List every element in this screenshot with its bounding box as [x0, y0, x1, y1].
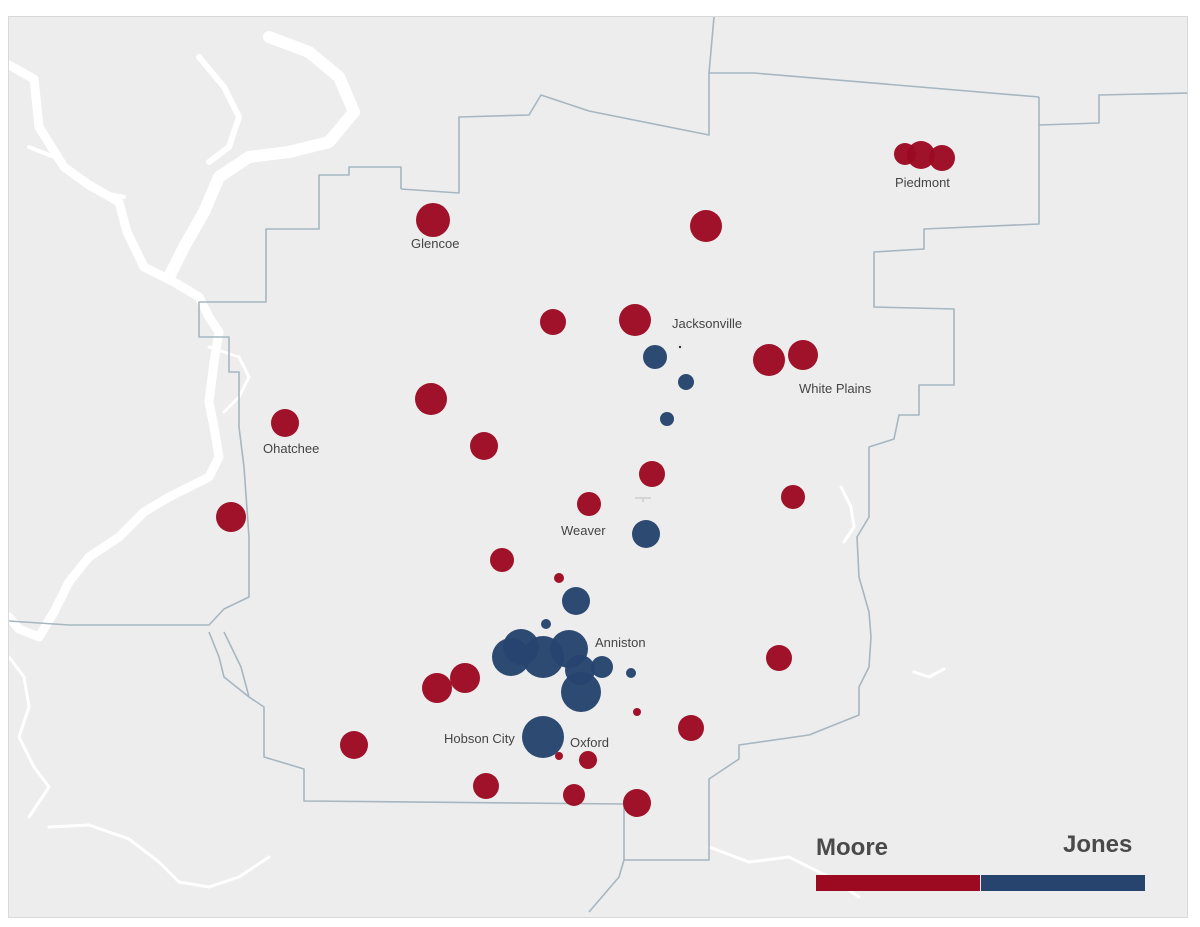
- moore-result-circle-28[interactable]: [623, 789, 651, 817]
- moore-result-circle-10[interactable]: [271, 409, 299, 437]
- legend-bar-jones: [981, 875, 1145, 891]
- county-border-ne: [1038, 92, 1187, 126]
- city-label-jacksonville: Jacksonville: [672, 316, 743, 331]
- moore-result-circle-22[interactable]: [678, 715, 704, 741]
- moore-result-circle-18[interactable]: [766, 645, 792, 671]
- moore-result-circle-19[interactable]: [450, 663, 480, 693]
- jones-result-circle-33[interactable]: [562, 587, 590, 615]
- city-label-anniston: Anniston: [595, 635, 646, 650]
- county-border-north: [708, 17, 715, 74]
- boundaries: [9, 17, 1187, 913]
- county-map[interactable]: [9, 17, 1188, 918]
- moore-result-circle-8[interactable]: [788, 340, 818, 370]
- moore-result-circle-21[interactable]: [633, 708, 641, 716]
- moore-result-circle-4[interactable]: [690, 210, 722, 242]
- lake-north-arm: [196, 54, 242, 165]
- lake-north: [163, 31, 360, 283]
- moore-result-circle-1[interactable]: [907, 141, 935, 169]
- map-marker-tick: [635, 497, 651, 502]
- moore-result-circle-3[interactable]: [416, 203, 450, 237]
- moore-result-circle-2[interactable]: [929, 145, 955, 171]
- results-layer: [216, 141, 955, 817]
- moore-result-circle-27[interactable]: [563, 784, 585, 806]
- legend-label-jones: Jones: [1063, 831, 1133, 858]
- city-label-glencoe: Glencoe: [411, 236, 460, 251]
- moore-result-circle-16[interactable]: [490, 548, 514, 572]
- jones-result-circle-40[interactable]: [591, 656, 613, 678]
- moore-result-circle-14[interactable]: [781, 485, 805, 509]
- moore-result-circle-7[interactable]: [753, 344, 785, 376]
- creek-east-2: [912, 667, 946, 679]
- jones-result-circle-30[interactable]: [678, 374, 694, 390]
- moore-result-circle-23[interactable]: [340, 731, 368, 759]
- creek-northwest: [27, 145, 126, 199]
- moore-result-circle-9[interactable]: [415, 383, 447, 415]
- point-marker: [678, 345, 682, 349]
- moore-result-circle-6[interactable]: [619, 304, 651, 336]
- county-border-south: [588, 859, 625, 913]
- legend-bar-moore: [816, 875, 980, 891]
- city-label-weaver: Weaver: [561, 523, 606, 538]
- jones-result-circle-43[interactable]: [522, 716, 564, 758]
- moore-result-circle-17[interactable]: [554, 573, 564, 583]
- water-features: [9, 31, 946, 899]
- county-border-west: [9, 620, 70, 626]
- moore-result-circle-11[interactable]: [470, 432, 498, 460]
- creek-south: [47, 823, 271, 889]
- creek-southwest: [9, 655, 51, 819]
- moore-result-circle-5[interactable]: [540, 309, 566, 335]
- moore-result-circle-15[interactable]: [216, 502, 246, 532]
- jones-result-circle-32[interactable]: [632, 520, 660, 548]
- moore-result-circle-24[interactable]: [555, 752, 563, 760]
- city-label-oxford: Oxford: [570, 735, 610, 750]
- city-label-piedmont: Piedmont: [895, 175, 950, 190]
- jones-result-circle-34[interactable]: [541, 619, 551, 629]
- moore-result-circle-25[interactable]: [579, 751, 597, 769]
- moore-result-circle-12[interactable]: [639, 461, 665, 487]
- city-label-hobson-city: Hobson City: [444, 731, 515, 746]
- city-label-ohatchee: Ohatchee: [263, 441, 320, 456]
- county-border-sw: [208, 631, 250, 698]
- map-canvas[interactable]: Piedmont Glencoe Jacksonville White Plai…: [8, 16, 1188, 918]
- jones-result-circle-31[interactable]: [660, 412, 674, 426]
- city-label-white-plains: White Plains: [799, 381, 872, 396]
- county-border: [69, 72, 1040, 861]
- jones-result-circle-42[interactable]: [561, 672, 601, 712]
- legend-label-moore: Moore: [816, 834, 888, 861]
- jones-result-circle-29[interactable]: [643, 345, 667, 369]
- moore-result-circle-26[interactable]: [473, 773, 499, 799]
- creek-east: [839, 485, 856, 544]
- jones-result-circle-36[interactable]: [492, 638, 530, 676]
- moore-result-circle-13[interactable]: [577, 492, 601, 516]
- moore-result-circle-20[interactable]: [422, 673, 452, 703]
- jones-result-circle-41[interactable]: [626, 668, 636, 678]
